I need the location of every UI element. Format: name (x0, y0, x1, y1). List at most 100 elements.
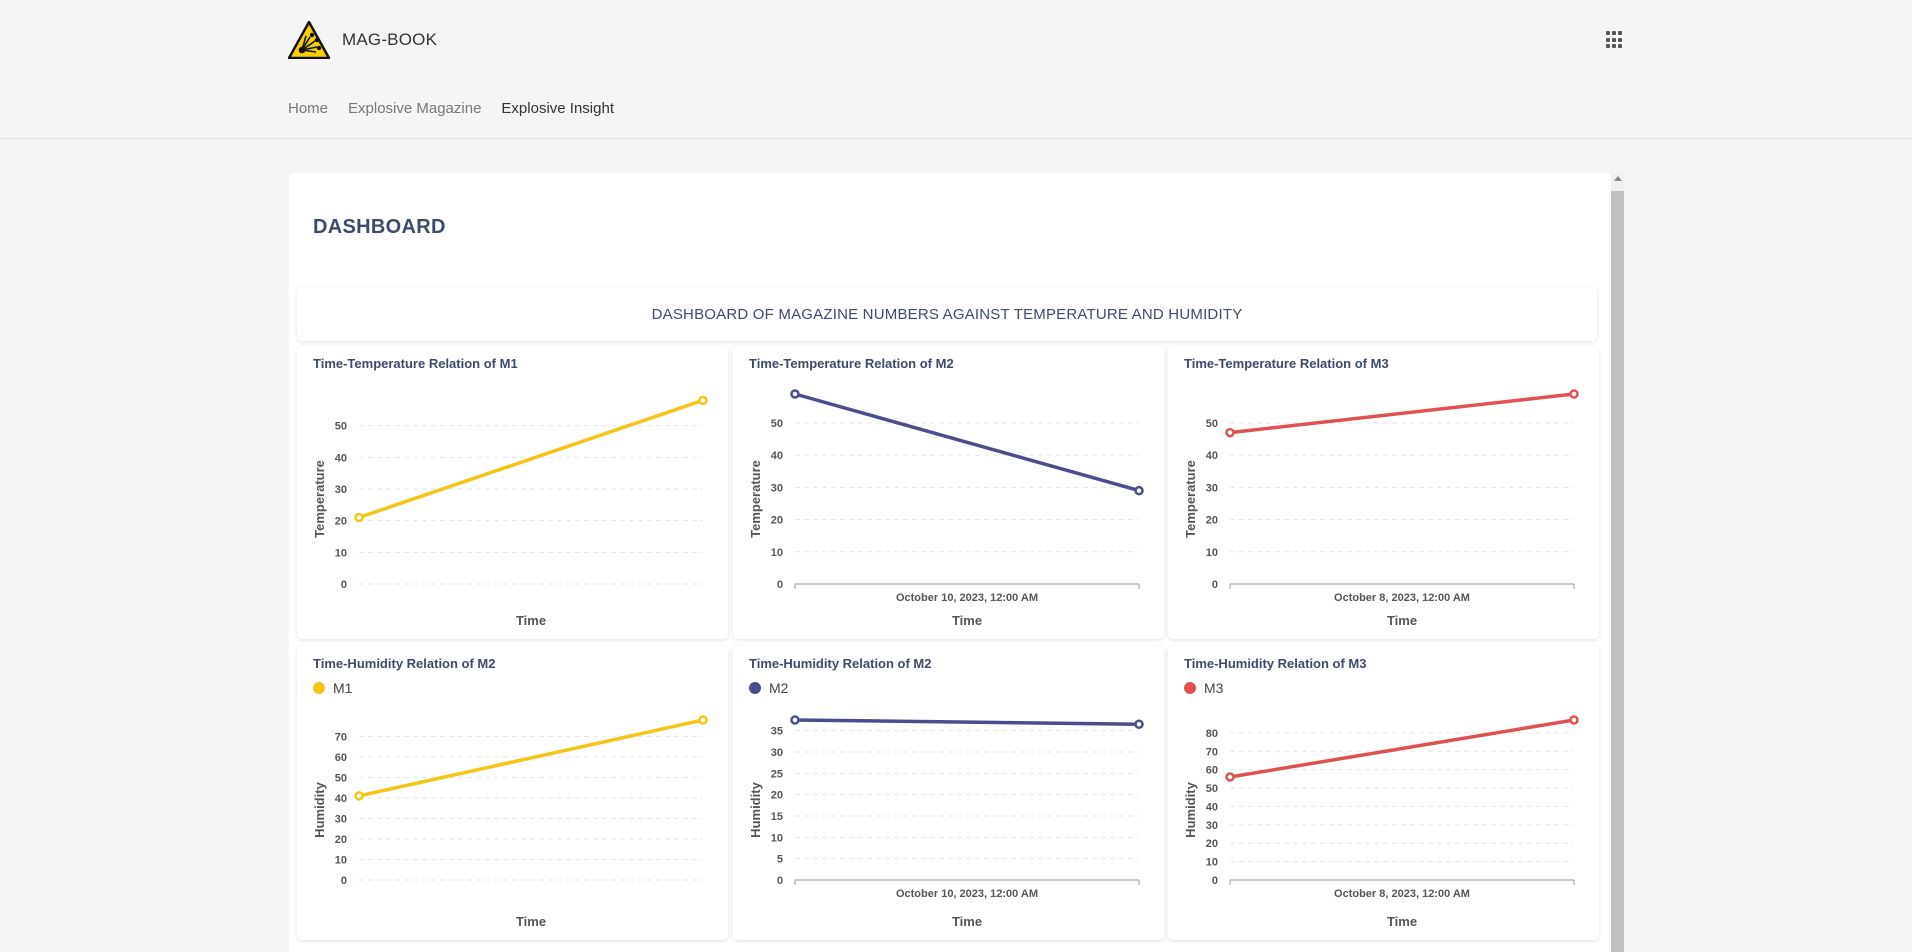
chart-title: Time-Temperature Relation of M3 (1184, 356, 1389, 371)
y-tick-label: 40 (1206, 801, 1218, 813)
x-axis-title: Time (1387, 914, 1417, 929)
data-point[interactable] (1225, 772, 1235, 782)
y-axis-title: Temperature (1183, 460, 1198, 538)
data-point[interactable] (1225, 427, 1235, 438)
banner-text: DASHBOARD OF MAGAZINE NUMBERS AGAINST TE… (651, 305, 1243, 323)
nav-explosive-insight[interactable]: Explosive Insight (501, 100, 614, 117)
y-tick-label: 20 (1206, 838, 1218, 850)
x-tick-label: October 10, 2023, 12:00 AM (896, 592, 1038, 604)
line-chart: 0 10 20 30 40 50 60 70 80 October 8, 2023, 12:00 … (1183, 715, 1579, 929)
y-tick-label: 10 (1206, 547, 1218, 559)
series-line (793, 392, 1141, 493)
data-point[interactable] (354, 512, 364, 523)
line-chart: 0 10 20 30 40 50 Time Temperature (312, 395, 708, 628)
scroll-up-arrow[interactable] (1614, 176, 1622, 181)
y-tick-label: 10 (335, 854, 347, 866)
scroll-thumb[interactable] (1611, 191, 1624, 952)
data-point[interactable] (790, 715, 800, 725)
chart-card-4: Time-Humidity Relation of M2 M1 0 10 20 30 40 5… (297, 646, 728, 940)
x-axis-title: Time (952, 613, 982, 628)
data-point[interactable] (698, 715, 708, 725)
data-point[interactable] (1569, 715, 1579, 725)
y-tick-label: 30 (1206, 482, 1218, 494)
line-chart: 0 10 20 30 40 50 October 8, 2023, 12:00 AM Time… (1183, 389, 1579, 628)
chart-card-6: Time-Humidity Relation of M3 M3 0 10 20 30 40 5… (1168, 646, 1599, 940)
y-tick-label: 5 (777, 854, 783, 866)
y-tick-label: 30 (771, 482, 783, 494)
chart-title: Time-Temperature Relation of M1 (313, 356, 518, 371)
chart-card-1: Time-Temperature Relation of M1 0 10 20 30 40… (297, 346, 728, 639)
legend-dot-icon (313, 682, 325, 694)
y-tick-label: 40 (335, 793, 347, 805)
y-tick-label: 50 (335, 772, 347, 784)
x-tick-label: October 8, 2023, 12:00 AM (1334, 888, 1470, 900)
y-tick-label: 35 (771, 726, 783, 738)
y-tick-label: 50 (771, 418, 783, 430)
chart-legend[interactable]: M2 (749, 680, 788, 696)
top-header: MAG-BOOK Home Explosive Magazine Explosi… (0, 0, 1912, 139)
legend-label: M1 (333, 680, 353, 696)
y-tick-label: 30 (335, 813, 347, 825)
y-axis-title: Humidity (748, 781, 763, 837)
brand[interactable]: MAG-BOOK (288, 21, 437, 59)
chart-card-5: Time-Humidity Relation of M2 M2 0 5 10 15 20 25… (733, 646, 1164, 940)
chart-legend[interactable]: M1 (313, 680, 352, 696)
y-tick-label: 50 (1206, 783, 1218, 795)
y-tick-label: 10 (335, 547, 347, 559)
legend-label: M2 (769, 680, 789, 696)
line-chart: 0 10 20 30 40 50 October 10, 2023, 12:00 AM Tim… (748, 389, 1144, 628)
y-tick-label: 50 (335, 421, 347, 433)
apps-grid-icon[interactable] (1606, 31, 1624, 49)
series-line (357, 718, 705, 798)
y-tick-label: 30 (335, 484, 347, 496)
legend-dot-icon (1184, 682, 1196, 694)
series-line (1228, 718, 1576, 779)
chart-title: Time-Temperature Relation of M2 (749, 356, 954, 371)
y-tick-label: 10 (771, 832, 783, 844)
y-tick-label: 60 (1206, 765, 1218, 777)
legend-dot-icon (749, 682, 761, 694)
y-tick-label: 30 (771, 747, 783, 759)
y-tick-label: 20 (1206, 515, 1218, 527)
series-line (793, 718, 1141, 727)
chart-title: Time-Humidity Relation of M2 (749, 656, 932, 671)
explosive-hazard-icon (288, 21, 330, 59)
data-point[interactable] (1569, 389, 1579, 399)
x-axis-title: Time (516, 613, 546, 628)
y-tick-label: 40 (1206, 450, 1218, 462)
y-tick-label: 70 (1206, 746, 1218, 758)
chart-legend[interactable]: M3 (1184, 680, 1223, 696)
y-tick-label: 0 (341, 579, 347, 591)
y-tick-label: 20 (335, 516, 347, 528)
x-tick-label: October 10, 2023, 12:00 AM (896, 888, 1038, 900)
legend-label: M3 (1204, 680, 1224, 696)
data-point[interactable] (1134, 719, 1144, 730)
chart-card-3: Time-Temperature Relation of M3 0 10 20 30 40… (1168, 346, 1599, 639)
nav-explosive-magazine[interactable]: Explosive Magazine (348, 100, 482, 117)
y-tick-label: 10 (1206, 857, 1218, 869)
y-tick-label: 15 (771, 811, 783, 823)
y-tick-label: 30 (1206, 820, 1218, 832)
data-point[interactable] (698, 395, 708, 406)
nav-home[interactable]: Home (288, 100, 329, 117)
y-tick-label: 0 (341, 875, 347, 887)
y-tick-label: 40 (771, 450, 783, 462)
chart-title: Time-Humidity Relation of M2 (313, 656, 496, 671)
y-tick-label: 80 (1206, 728, 1218, 740)
x-axis-title: Time (952, 914, 982, 929)
line-chart: 0 5 10 15 20 25 30 35 October 10, 2023, 12:00 AM… (748, 715, 1144, 929)
data-point[interactable] (790, 389, 800, 399)
x-tick-label: October 8, 2023, 12:00 AM (1334, 592, 1470, 604)
app-name: MAG-BOOK (342, 30, 438, 49)
data-point[interactable] (1134, 485, 1144, 496)
scrollbar[interactable] (1611, 173, 1624, 952)
y-tick-label: 0 (777, 875, 783, 887)
data-point[interactable] (354, 791, 364, 801)
page-title: DASHBOARD (313, 216, 446, 238)
y-axis-title: Humidity (1183, 781, 1198, 837)
y-axis-title: Temperature (748, 460, 763, 538)
chart-card-2: Time-Temperature Relation of M2 0 10 20 30 40… (733, 346, 1164, 639)
series-line (357, 398, 705, 520)
y-tick-label: 0 (1212, 579, 1218, 591)
x-axis-title: Time (1387, 613, 1417, 628)
